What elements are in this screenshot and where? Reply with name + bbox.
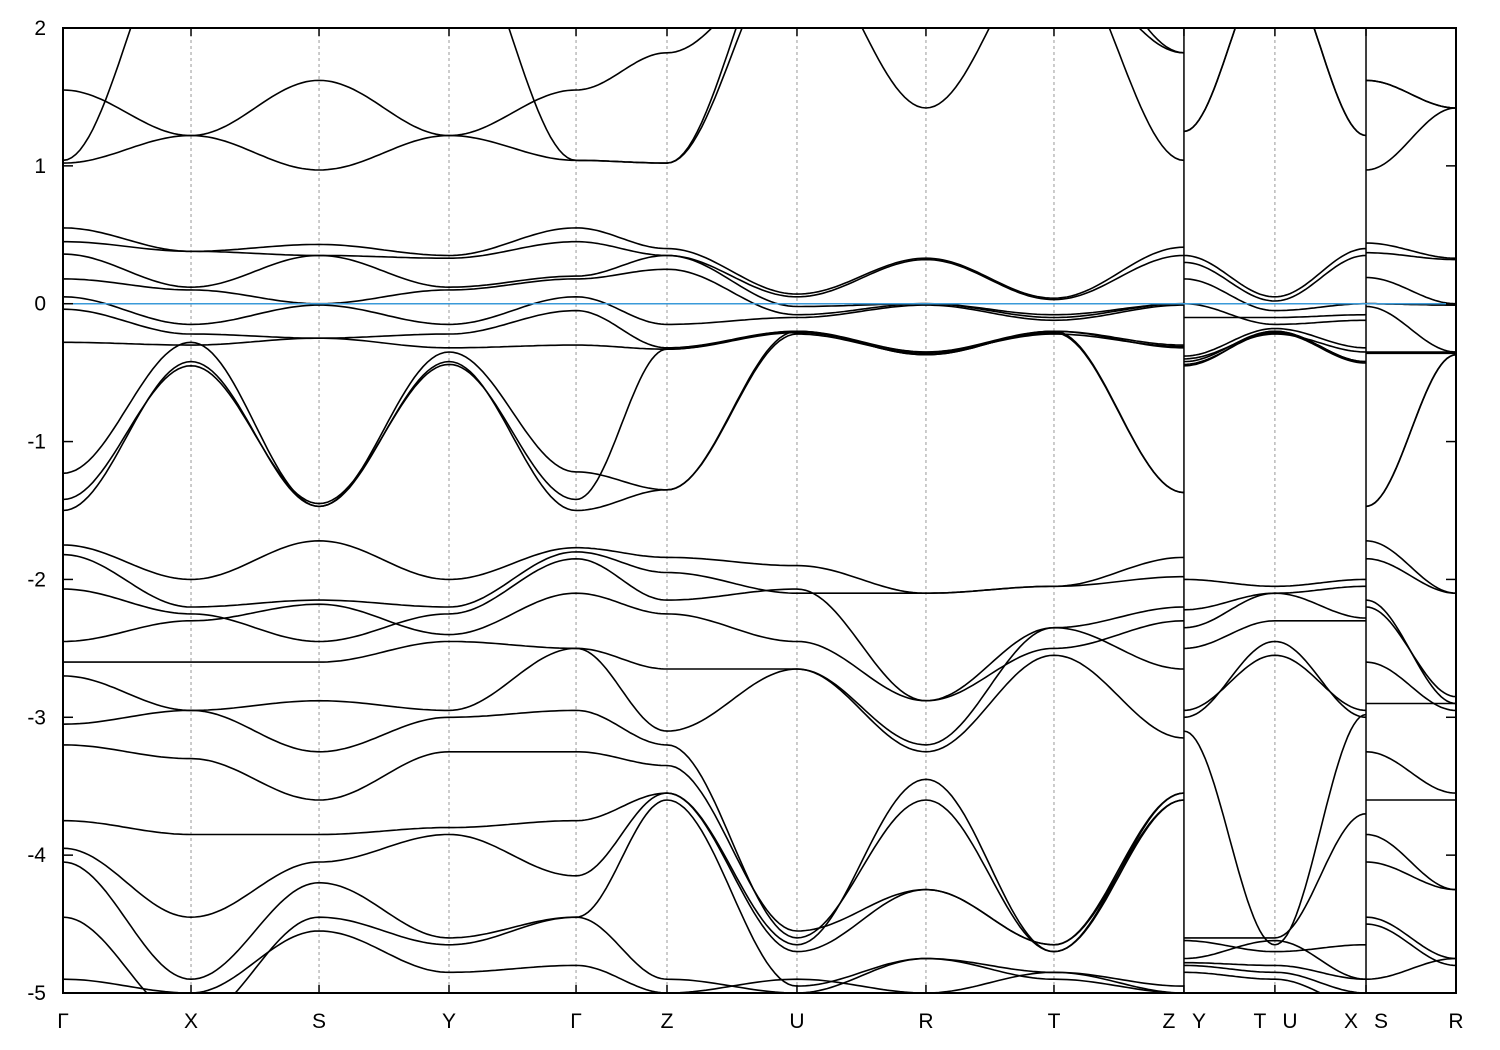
band-line-3: [63, 227, 1184, 300]
band-line-22: [63, 792, 1184, 953]
band-line-24: [1365, 923, 1456, 967]
band-line-12: [1183, 327, 1366, 357]
band-line-5: [1365, 276, 1456, 305]
y-tick-label: -1: [27, 431, 46, 454]
band-line-21: [63, 778, 1184, 953]
band-line-23: [1183, 961, 1366, 980]
band-line-2: [63, 28, 1184, 164]
band-line-13: [1183, 578, 1366, 588]
band-line-15: [63, 557, 1184, 702]
x-tick-label: S: [1374, 1010, 1388, 1033]
band-line-4: [1183, 254, 1367, 302]
band-line-14: [63, 551, 1184, 608]
band-line-3: [1183, 247, 1367, 298]
plot-frame: [62, 27, 1457, 994]
band-line-17: [1183, 654, 1367, 712]
band-line-17: [1365, 661, 1456, 712]
band-line-21: [1183, 939, 1366, 953]
grid-lines: [190, 28, 1367, 993]
band-line-0: [1365, 107, 1456, 171]
band-line-23: [1365, 916, 1456, 960]
band-line-6: [63, 268, 1184, 319]
x-tick-label: U: [789, 1010, 804, 1033]
x-tick-label: T: [1048, 1010, 1061, 1033]
x-tick-label: Z: [661, 1010, 674, 1033]
band-line-15: [1183, 592, 1366, 629]
x-tick-label: Y: [1192, 1010, 1206, 1033]
band-line-24: [1183, 971, 1323, 993]
band-line-3: [1366, 242, 1456, 259]
band-line-24: [63, 916, 1184, 993]
x-tick-label: R: [918, 1010, 933, 1033]
x-tick-label: Γ: [570, 1010, 582, 1033]
band-line-1: [1183, 28, 1367, 137]
band-line-11: [1183, 331, 1367, 366]
y-tick-label: -2: [27, 568, 46, 591]
band-line-25: [63, 930, 1184, 993]
band-line-16: [63, 592, 1184, 702]
band-line-4: [1366, 251, 1456, 261]
band-line-2: [1365, 79, 1456, 109]
x-tick-label: Γ: [57, 1010, 69, 1033]
band-line-20: [1183, 813, 1367, 939]
band-line-22: [1183, 939, 1367, 980]
band-line-7: [1183, 302, 1366, 326]
x-tick-label: Z: [1163, 1010, 1176, 1033]
band-line-9: [63, 330, 1184, 353]
band-line-21: [1365, 833, 1456, 891]
band-line-17: [63, 626, 1184, 746]
band-line-23: [63, 799, 1184, 987]
x-tick-label: S: [312, 1010, 326, 1033]
band-line-19: [63, 709, 1184, 953]
y-tick-label: -5: [27, 982, 46, 1005]
bands: [63, 28, 1456, 993]
band-line-7: [63, 295, 1184, 326]
y-tick-label: 0: [34, 293, 46, 316]
band-line-4: [63, 240, 1184, 301]
band-line-5: [1183, 278, 1366, 312]
y-tick-label: -3: [27, 706, 46, 729]
y-tick-label: 1: [34, 155, 46, 178]
band-line-1: [63, 28, 1184, 137]
band-line-19: [1365, 751, 1456, 794]
band-line-9: [1183, 333, 1367, 360]
x-tick-label: T: [1253, 1010, 1266, 1033]
band-line-11: [1365, 353, 1456, 508]
band-line-0: [1183, 28, 1367, 137]
band-line-14: [1366, 558, 1456, 594]
band-line-25: [1366, 957, 1456, 980]
x-tick-label: U: [1282, 1010, 1297, 1033]
band-line-0: [63, 28, 1184, 171]
band-line-18: [1183, 640, 1367, 719]
band-line-12: [63, 331, 1184, 505]
y-axis: 2 1 0 -1 -2 -3 -4 -5: [27, 17, 1456, 1005]
band-line-13: [1365, 540, 1456, 594]
band-line-11: [63, 331, 1184, 512]
y-tick-label: 2: [34, 17, 46, 40]
x-tick-label: X: [184, 1010, 198, 1033]
x-tick-label: R: [1448, 1010, 1463, 1033]
band-line-16: [1183, 620, 1366, 650]
band-line-22: [1365, 861, 1456, 891]
band-line-25: [1183, 964, 1367, 993]
band-line-6: [1183, 313, 1367, 319]
band-line-8: [1365, 305, 1456, 353]
band-line-5: [63, 253, 1184, 316]
band-line-16: [1365, 606, 1456, 698]
y-tick-label: -4: [27, 844, 46, 867]
x-tick-label: X: [1344, 1010, 1358, 1033]
band-line-19: [1183, 713, 1367, 946]
band-line-13: [63, 539, 1184, 594]
x-tick-label: Y: [442, 1010, 456, 1033]
band-line-18: [63, 647, 1184, 753]
